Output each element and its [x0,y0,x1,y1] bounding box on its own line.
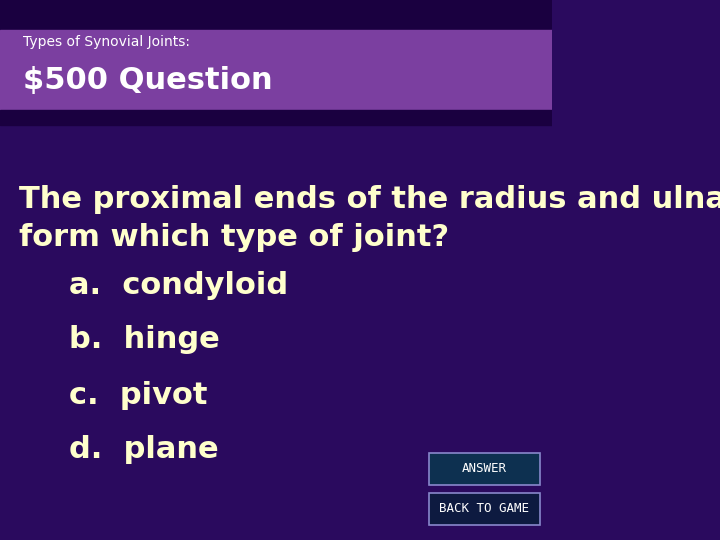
Bar [0,110,552,125]
Text: a.  condyloid: a. condyloid [69,271,288,300]
Text: ANSWER: ANSWER [462,462,507,476]
FancyBboxPatch shape [429,453,540,485]
Bar [0,0,552,30]
Text: b.  hinge: b. hinge [69,326,220,354]
Text: d.  plane: d. plane [69,435,219,464]
FancyBboxPatch shape [429,493,540,525]
Text: c.  pivot: c. pivot [69,381,207,409]
Text: BACK TO GAME: BACK TO GAME [439,503,529,516]
Bar [0,30,552,110]
Text: The proximal ends of the radius and ulna
form which type of joint?: The proximal ends of the radius and ulna… [19,185,720,252]
Text: $500 Question: $500 Question [23,65,273,94]
Text: Types of Synovial Joints:: Types of Synovial Joints: [23,35,190,49]
